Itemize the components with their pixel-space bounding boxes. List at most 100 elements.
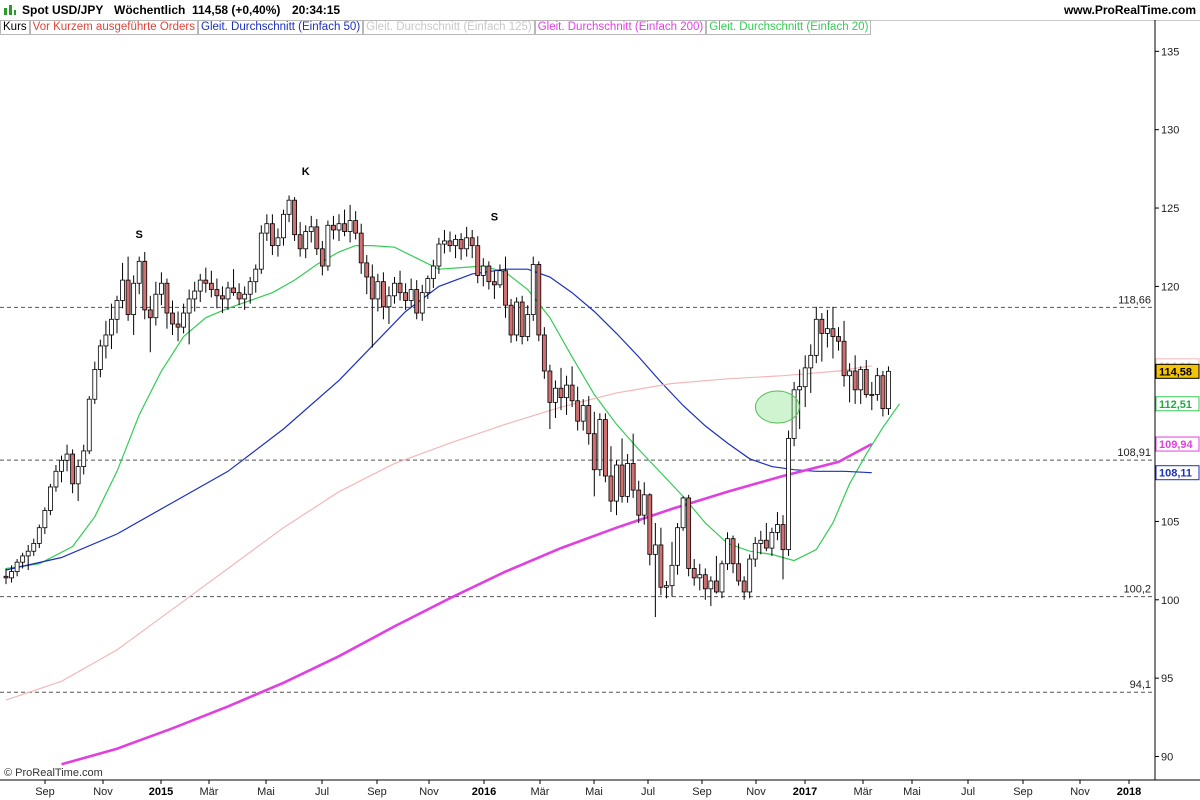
candle-down: [369, 276, 375, 300]
candle-down: [214, 289, 220, 297]
candle-down: [619, 464, 625, 497]
candle-up: [802, 367, 808, 388]
price-badge: [1155, 396, 1200, 412]
candle-up: [480, 265, 486, 276]
legend-item-orders[interactable]: Vor Kurzem ausgeführte Orders: [29, 20, 199, 35]
candle-down: [175, 323, 181, 328]
candle-up: [247, 281, 253, 295]
h-line-label: 100,2: [1123, 584, 1151, 596]
candle-up: [20, 555, 26, 563]
ma-line: [61, 442, 873, 766]
candle-down: [70, 453, 75, 485]
candle-up: [253, 268, 259, 283]
pattern-label: S: [136, 229, 143, 241]
candle-up: [769, 532, 775, 549]
candle-down: [220, 295, 225, 300]
legend-item-ma50[interactable]: Gleit. Durchschnitt (Einfach 50): [198, 20, 364, 35]
candle-up: [114, 300, 120, 320]
pattern-label: K: [302, 166, 310, 178]
x-tick-label: Mär: [200, 786, 219, 798]
candle-down: [547, 370, 553, 403]
y-tick-label: 105: [1161, 516, 1179, 528]
candle-up: [275, 237, 281, 247]
h-line-label: 94,1: [1130, 679, 1151, 691]
candle-down: [203, 279, 209, 284]
candle-up: [858, 369, 864, 391]
candle-down: [125, 279, 131, 315]
candle-up: [430, 265, 436, 279]
candle-up: [136, 260, 142, 284]
legend: Kurs Vor Kurzem ausgeführte Orders Gleit…: [0, 20, 872, 35]
y-tick-label: 130: [1161, 125, 1179, 137]
x-tick-label: 2017: [793, 786, 817, 798]
credit-text: © ProRealTime.com: [4, 767, 103, 779]
candle-down: [863, 369, 869, 395]
candle-up: [131, 282, 137, 315]
candle-down: [503, 270, 508, 306]
candle-down: [736, 563, 741, 582]
time-label: 20:34:15: [292, 3, 341, 17]
candle-up: [497, 270, 503, 286]
candle-down: [702, 574, 708, 590]
candle-down: [331, 224, 336, 231]
legend-item-ma20[interactable]: Gleit. Durchschnitt (Einfach 20): [706, 20, 872, 35]
candle-up: [325, 224, 331, 267]
candle-up: [109, 318, 114, 336]
x-tick-label: Mai: [585, 786, 603, 798]
candle-down: [636, 489, 642, 516]
horizontal-lines: 118,66 108,91 100,2 94,1: [0, 294, 1155, 693]
candle-up: [48, 486, 53, 511]
candle-up: [464, 237, 470, 250]
candle-down: [491, 281, 497, 286]
candle-down: [658, 544, 664, 588]
candle-up: [752, 542, 758, 560]
candle-up: [258, 232, 264, 270]
legend-item-ma200[interactable]: Gleit. Durchschnitt (Einfach 200): [534, 20, 707, 35]
candle-down: [314, 226, 320, 250]
candle-up: [442, 240, 447, 245]
legend-item-kurs[interactable]: Kurs: [0, 20, 30, 35]
candle-down: [319, 248, 325, 267]
candle-up: [808, 354, 814, 369]
candle-up: [303, 231, 309, 250]
site-link[interactable]: www.ProRealTime.com: [1063, 3, 1196, 17]
x-tick-label: Jul: [961, 786, 975, 798]
candle-down: [297, 234, 303, 250]
candle-up: [680, 497, 686, 529]
candle-up: [813, 318, 819, 356]
candle-up: [597, 419, 603, 471]
candle-up: [225, 287, 231, 300]
y-tick-label: 120: [1161, 281, 1179, 293]
candle-up: [281, 213, 286, 239]
candle-up: [386, 295, 392, 308]
price-badge-label: 109,94: [1159, 439, 1194, 451]
y-tick-label: 135: [1161, 46, 1179, 58]
candle-up: [103, 334, 109, 347]
candle-down: [714, 580, 719, 593]
candles: [3, 195, 891, 618]
ma-line: [5, 268, 872, 571]
candle-down: [880, 375, 886, 410]
candle-up: [664, 585, 669, 588]
candle-up: [92, 369, 98, 400]
candle-down: [447, 240, 453, 247]
candle-down: [403, 292, 409, 301]
candle-up: [181, 312, 187, 328]
candle-up: [825, 328, 830, 334]
chart-icon: [4, 5, 16, 15]
candle-up: [286, 199, 292, 215]
annotations: S K S: [136, 166, 800, 424]
candle-up: [719, 563, 725, 593]
y-tick-label: 95: [1161, 673, 1173, 685]
candle-up: [697, 574, 703, 579]
x-tick-label: Nov: [1070, 786, 1090, 798]
x-tick-label: Mär: [854, 786, 873, 798]
candle-up: [775, 524, 780, 533]
candle-up: [758, 539, 764, 544]
candle-down: [591, 433, 597, 471]
candle-down: [558, 387, 564, 399]
candle-down: [603, 419, 608, 477]
candle-down: [353, 220, 359, 234]
legend-item-ma125[interactable]: Gleit. Durchschnitt (Einfach 125): [363, 20, 535, 35]
